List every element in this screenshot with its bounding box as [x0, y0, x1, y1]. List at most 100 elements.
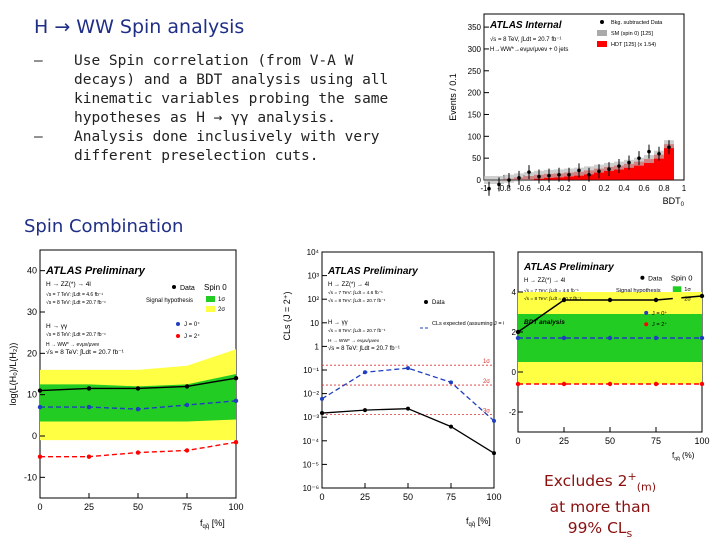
expected-2plus-point — [561, 381, 567, 387]
x-tick-label: 75 — [182, 502, 192, 512]
x-tick-label: 0 — [515, 436, 520, 446]
uncertainty-band — [644, 155, 654, 164]
legend-marker — [424, 300, 428, 304]
exclusion-cl: 99% CL — [567, 519, 627, 538]
bullet-marker: – — [34, 129, 43, 145]
expected-2plus-point — [699, 381, 705, 387]
cls-expected-point — [320, 396, 324, 401]
sigma-label: 1σ — [483, 359, 490, 365]
expected-0plus-point — [135, 406, 141, 412]
sigma-label: 2σ — [483, 379, 490, 385]
exclusion-sup: + — [627, 470, 637, 483]
y-tick-label: 1 — [315, 342, 320, 351]
y-tick-label: 0 — [32, 431, 37, 441]
data-point — [487, 186, 491, 191]
legend-title: Spin 0 — [204, 283, 227, 292]
x-tick-label: 0.2 — [598, 184, 610, 193]
x-tick-label: -0.8 — [497, 184, 511, 193]
data-point — [497, 182, 501, 187]
bullet-text: Use Spin correlation (from V-A W decays)… — [74, 53, 389, 126]
expected-2plus-point — [37, 454, 43, 459]
y-tick-label: 250 — [468, 67, 482, 76]
y-tick-label: 30 — [27, 307, 37, 317]
data-point — [233, 375, 239, 381]
legend-label: 2σ — [218, 307, 225, 313]
legend-data-marker — [640, 275, 645, 280]
cls-expected-point — [406, 366, 410, 371]
legend-label: 1σ — [218, 297, 225, 303]
x-tick-label: 0 — [37, 502, 42, 512]
chart-title: ATLAS Internal — [489, 20, 562, 31]
y-axis-label: log(L(H₀)/L(H₂)) — [8, 343, 18, 406]
y-tick-label: 10⁻¹ — [303, 366, 319, 375]
signal-bar — [634, 161, 644, 180]
cls-chart: 10⁻⁶ 10⁻⁵ 10⁻⁴ 10⁻³ 10⁻² 10⁻¹ 1 10 10² 10³ 10⁴ 0 25 5… — [276, 246, 508, 536]
expected-0plus-point — [37, 404, 43, 410]
data-point — [653, 297, 659, 303]
y-tick-label: 10⁴ — [307, 248, 320, 257]
data-point — [597, 169, 601, 174]
exclusion-line-1: Excludes 2+(m) — [540, 466, 660, 497]
y-tick-label: 200 — [468, 89, 482, 98]
legend-label: J = 2⁺ — [184, 333, 200, 340]
y-tick-label: 10⁻⁴ — [302, 437, 319, 446]
legend-label: HDT [125] (x 1.54) — [611, 42, 656, 48]
x-tick-label: 1 — [682, 184, 687, 193]
y-tick-label: 0 — [512, 368, 517, 377]
x-tick-label: 0 — [319, 492, 324, 502]
y-tick-label: 150 — [468, 110, 482, 119]
data-point — [647, 149, 651, 154]
exclusion-note: Excludes 2+(m) at more than 99% CLs — [540, 466, 660, 544]
legend-label: J = 0⁺ — [184, 321, 200, 328]
legend-label: Bkg. subtracted Data — [611, 20, 663, 26]
legend-label: SM (spin 0) [125] — [611, 31, 653, 37]
data-point — [627, 160, 631, 165]
bullet-item: – Use Spin correlation (from V-A W decays… — [34, 52, 404, 128]
data-point — [547, 173, 551, 178]
x-tick-label: -0.2 — [557, 184, 571, 193]
cls-data-point — [492, 451, 496, 456]
x-tick-label: 50 — [605, 436, 615, 446]
chart-subtitle: BDT analysis — [524, 319, 565, 326]
signal-bar — [664, 144, 674, 180]
bullet-item: – Analysis done inclusively with very dif… — [34, 128, 404, 166]
y-tick-label: 10 — [310, 319, 319, 328]
bullet-text: Analysis done inclusively with very diff… — [74, 129, 380, 164]
x-axis-label: fqq̄ [%] — [466, 516, 491, 528]
y-tick-label: 100 — [468, 132, 482, 141]
bdt-likelihood-chart: 0 25 50 75 100 -2 0 2 4 fqq̄ (%) ATLAS Preliminary… — [504, 246, 714, 466]
data-point — [657, 151, 661, 156]
y-tick-label: 350 — [468, 23, 482, 32]
legend-caption: Signal hypothesis — [616, 288, 661, 294]
y-tick-label: 10² — [307, 295, 319, 304]
data-point — [135, 386, 141, 391]
chart-title: ATLAS Preliminary — [523, 262, 614, 273]
y-axis-label: Events / 0.1 — [448, 73, 458, 121]
y-tick-label: 4 — [512, 288, 517, 297]
info-text: √s = 7 TeV: ∫Ldt = 4.6 fb⁻¹ — [524, 288, 579, 294]
info-text: H → γγ — [46, 323, 68, 330]
log-likelihood-chart: 0 25 50 75 100 -10 0 10 20 30 40 log(L(H₀)/L(H₂)) fq… — [4, 244, 248, 534]
signal-bar — [644, 159, 654, 180]
cls-data-point — [406, 406, 410, 411]
data-point — [527, 170, 531, 174]
expected-2plus-point — [233, 440, 239, 445]
info-text: √s = 7 TeV: ∫Ldt = 4.6 fb⁻¹ — [46, 291, 103, 298]
cls-expected-point — [449, 380, 453, 385]
info-text: √s = 8 TeV: ∫Ldt = 20.7 fb⁻¹ — [46, 331, 106, 338]
data-point — [86, 386, 92, 391]
legend-swatch — [597, 30, 607, 36]
y-tick-label: 2 — [512, 328, 517, 337]
bdt-distribution-chart: -1 -0.8 -0.6 -0.4 -0.2 0 0.2 0.4 0.6 0.8 1 0 50 100 15… — [440, 8, 704, 208]
info-text: √s = 8 TeV: ∫Ldt = 20.7 fb⁻¹ — [328, 328, 386, 334]
info-text: H → ZZ(*) → 4l — [524, 278, 565, 284]
data-point — [617, 164, 621, 168]
legend-marker — [644, 322, 649, 327]
cls-data-point — [363, 408, 367, 413]
data-point — [37, 388, 43, 393]
legend-swatch — [597, 41, 607, 47]
info-text: √s = 7 TeV: ∫Ldt = 4.6 fb⁻¹ — [328, 290, 383, 296]
cls-expected-line — [321, 367, 495, 422]
y-tick-label: 10⁻³ — [303, 413, 319, 422]
data-point — [637, 156, 641, 160]
